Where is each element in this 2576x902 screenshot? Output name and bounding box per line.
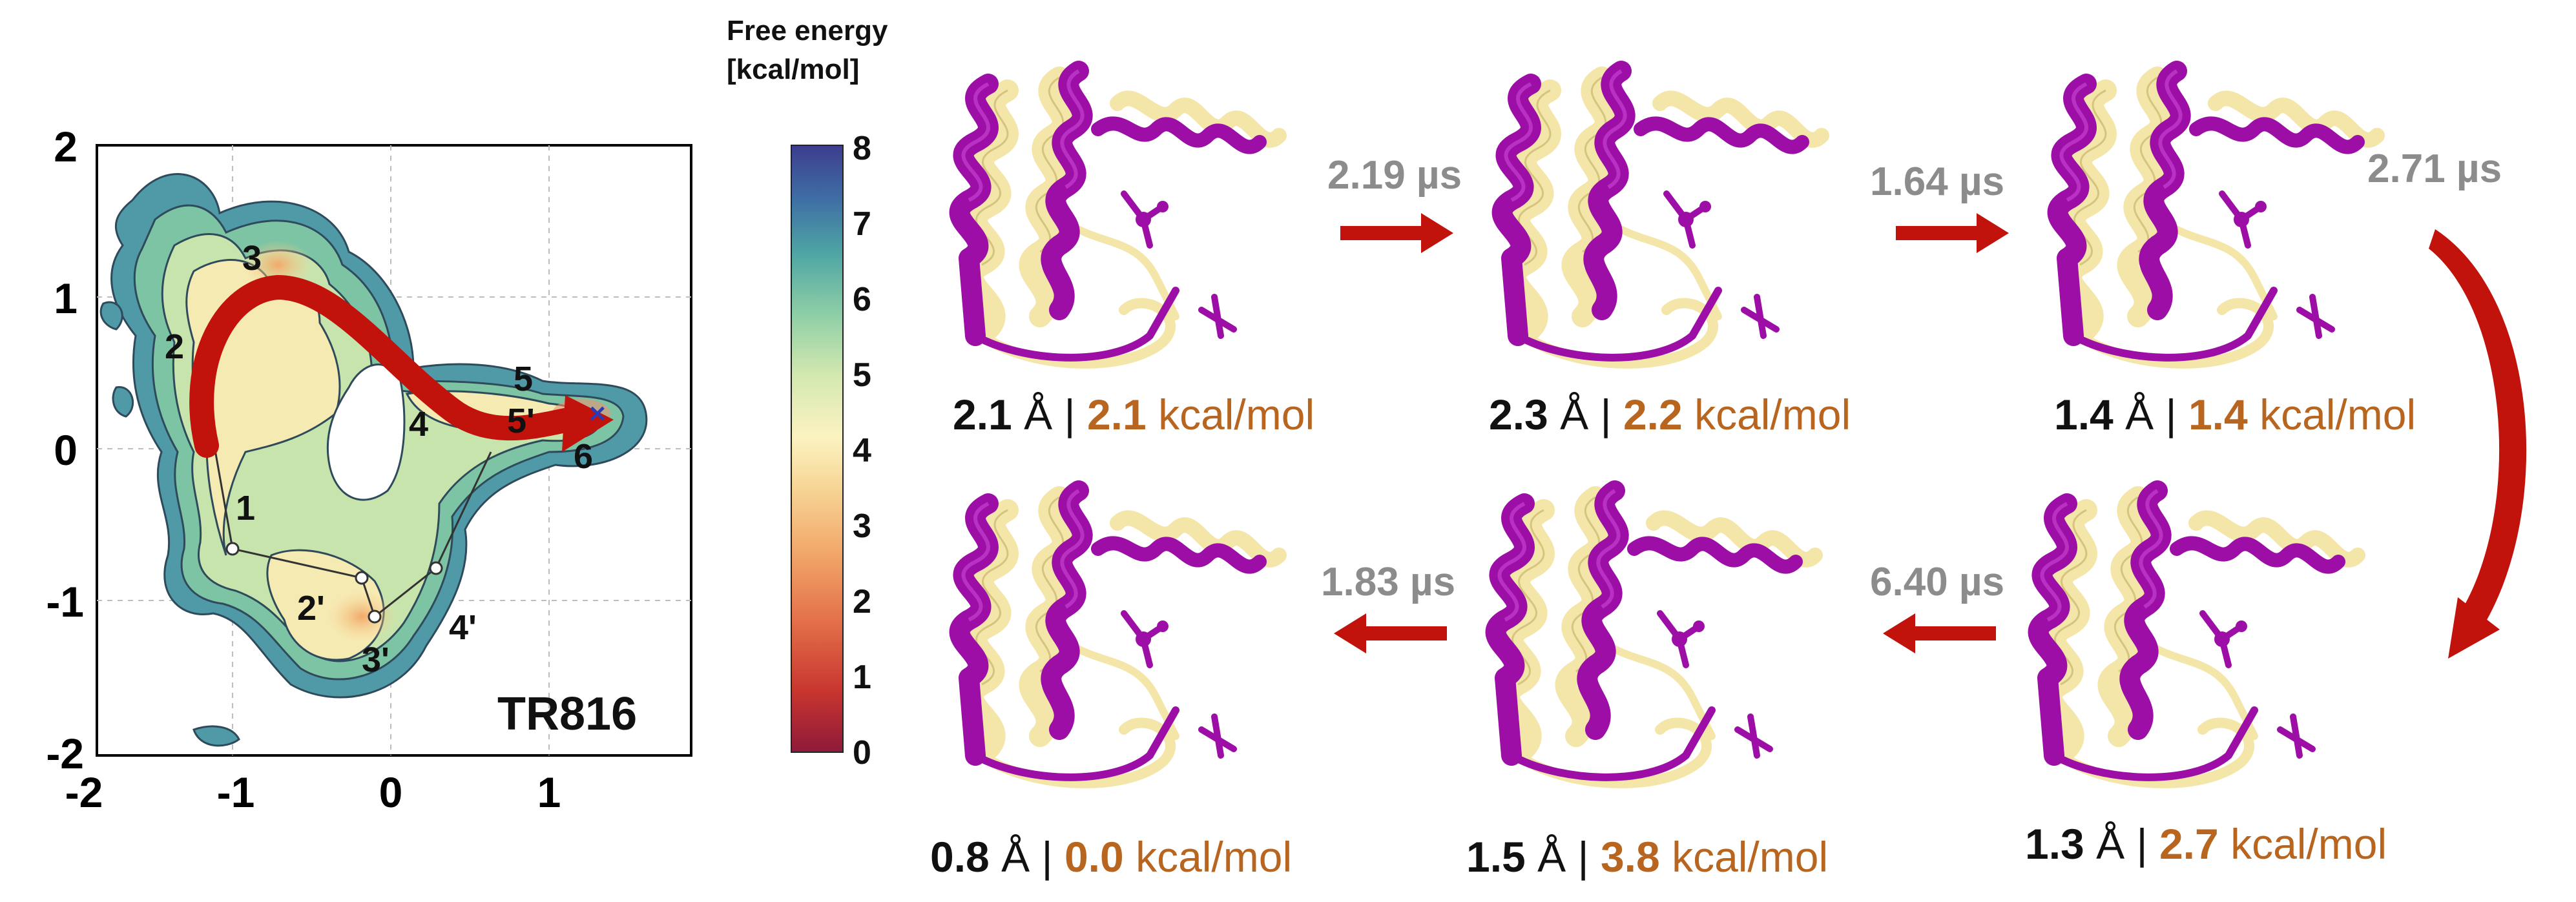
- transition-time-1: 2.19 µs: [1327, 153, 1462, 198]
- colorbar: Free energy [kcal/mol] 0 1 2 3 4 5 6 7 8: [727, 15, 888, 772]
- landscape-label: TR816: [497, 688, 637, 740]
- snapshot-caption-4: 1.3 Å | 2.7 kcal/mol: [2025, 820, 2387, 868]
- transition-time-5: 1.83 µs: [1321, 560, 1455, 604]
- y-tick-1: 1: [54, 274, 78, 322]
- colorbar-title-line1: Free energy: [727, 15, 888, 46]
- arrow-curved-down: [2429, 229, 2527, 659]
- y-tick-2: 2: [54, 123, 78, 170]
- cb-tick-3: 3: [853, 507, 871, 545]
- arrow-right-1: [1340, 213, 1453, 253]
- x-tick-0: 0: [379, 768, 403, 816]
- colorbar-gradient: [791, 145, 844, 753]
- y-tick-neg1: -1: [46, 578, 84, 626]
- state-path: [212, 438, 492, 624]
- state-label-1: 1: [236, 489, 255, 528]
- arrow-right-2: [1896, 213, 2009, 253]
- structure-image-4: [2039, 491, 2358, 783]
- structure-image-3: [2058, 71, 2377, 364]
- snapshot-panel: 2.1 Å | 2.1 kcal/mol 2.3 Å | 2.2 kcal/mo…: [930, 71, 2527, 881]
- state-label-4: 4: [409, 405, 428, 444]
- cb-tick-6: 6: [853, 281, 871, 318]
- snapshot-caption-2: 2.3 Å | 2.2 kcal/mol: [1489, 391, 1851, 438]
- structure-image-5: [1496, 491, 1815, 783]
- colorbar-ticks: 0 1 2 3 4 5 6 7 8: [853, 130, 871, 772]
- colorbar-title-line2: [kcal/mol]: [727, 54, 859, 85]
- snapshot-caption-6: 0.8 Å | 0.0 kcal/mol: [930, 833, 1292, 881]
- x-tick-neg1: -1: [217, 768, 255, 816]
- arrow-left-1: [1883, 613, 1996, 653]
- y-tick-neg2: -2: [46, 730, 84, 777]
- x-tick-1: 1: [537, 768, 561, 816]
- structure-image-6: [960, 491, 1279, 783]
- cb-tick-4: 4: [853, 432, 871, 469]
- state-label-5p: 5': [507, 402, 535, 440]
- transition-time-3: 2.71 µs: [2367, 147, 2502, 191]
- x-axis: -2 -1 0 1: [65, 768, 561, 816]
- structure-image-2: [1502, 71, 1822, 364]
- transition-time-2: 1.64 µs: [1870, 159, 2004, 204]
- cb-tick-5: 5: [853, 356, 871, 394]
- state-label-3p: 3': [362, 641, 390, 679]
- end-marker: ×: [589, 398, 606, 429]
- cb-tick-8: 8: [853, 130, 871, 167]
- landscape-panel: × 1 2 3 4 5 5' 6 2' 3' 4' TR816 2 1 0 -1…: [46, 123, 692, 816]
- y-axis: 2 1 0 -1 -2: [46, 123, 84, 777]
- snapshot-caption-5: 1.5 Å | 3.8 kcal/mol: [1466, 833, 1828, 881]
- state-label-2p: 2': [297, 589, 325, 628]
- state-label-4p: 4': [449, 608, 477, 647]
- y-tick-0: 0: [54, 426, 78, 474]
- cb-tick-0: 0: [853, 734, 871, 772]
- x-tick-neg2: -2: [65, 768, 103, 816]
- red-transition-arrow: [189, 274, 581, 458]
- state-label-5: 5: [514, 360, 533, 398]
- state-labels: 1 2 3 4 5 5' 6 2' 3' 4': [165, 239, 593, 679]
- cb-tick-7: 7: [853, 205, 871, 243]
- transition-time-4: 6.40 µs: [1870, 560, 2004, 604]
- structure-image-1: [960, 71, 1279, 364]
- snapshot-caption-1: 2.1 Å | 2.1 kcal/mol: [953, 391, 1314, 438]
- state-label-2: 2: [165, 327, 184, 366]
- cb-tick-1: 1: [853, 659, 871, 696]
- snapshot-caption-3: 1.4 Å | 1.4 kcal/mol: [2054, 391, 2416, 438]
- arrow-left-2: [1334, 613, 1447, 653]
- state-label-6: 6: [574, 437, 593, 476]
- red-arrow-head: [562, 395, 614, 452]
- cb-tick-2: 2: [853, 583, 871, 620]
- state-label-3: 3: [242, 239, 262, 278]
